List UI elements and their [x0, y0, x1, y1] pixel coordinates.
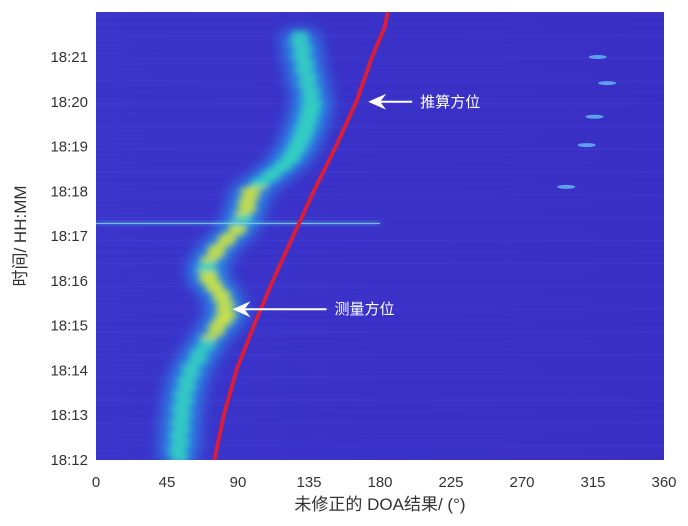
signal-dash [577, 143, 596, 148]
noise-streak [96, 19, 664, 21]
noise-streak [96, 240, 664, 242]
measured-glow-core [167, 31, 323, 460]
signal-dash [585, 114, 604, 119]
noise-streak [96, 247, 664, 249]
noise-streak [96, 407, 664, 409]
noise-streak [96, 118, 664, 120]
noise-streak [96, 148, 664, 150]
noise-streak [96, 369, 664, 371]
noise-streak [96, 12, 664, 14]
measured-point [290, 31, 309, 39]
noise-streak [96, 331, 664, 333]
y-axis-label: 时间/ HH:MM [11, 185, 30, 286]
noise-streak [96, 285, 664, 287]
noise-streak [96, 141, 664, 143]
noise-streak [96, 384, 664, 386]
annotation-label: 测量方位 [335, 301, 395, 318]
x-tick-label: 45 [159, 474, 176, 491]
noise-streak [96, 445, 664, 447]
y-tick-label: 18:18 [50, 183, 88, 200]
noise-streak [96, 171, 664, 173]
x-tick-label: 360 [651, 474, 676, 491]
noise-streak [96, 179, 664, 181]
noise-streak [96, 399, 664, 401]
noise-streak [96, 430, 664, 432]
noise-streak [96, 57, 664, 59]
noise-streak [96, 392, 664, 394]
signal-dash [598, 81, 617, 86]
noise-streak [96, 194, 664, 196]
x-tick-label: 225 [438, 474, 463, 491]
y-tick-label: 18:13 [50, 407, 88, 424]
y-tick-label: 18:12 [50, 452, 88, 469]
x-tick-label: 135 [296, 474, 321, 491]
noise-streak [96, 133, 664, 135]
noise-streak [96, 422, 664, 424]
noise-streak [96, 217, 664, 219]
y-tick-label: 18:17 [50, 228, 88, 245]
noise-streak [96, 156, 664, 158]
noise-streak [96, 232, 664, 234]
signal-dash [588, 55, 607, 59]
noise-streak [96, 308, 664, 310]
y-tick-label: 18:21 [50, 49, 88, 66]
noise-streak [96, 316, 664, 318]
noise-streak [96, 103, 664, 105]
noise-streak [96, 202, 664, 204]
noise-streak [96, 12, 664, 14]
noise-streak [96, 414, 664, 416]
noise-streak [96, 65, 664, 67]
signal-dash [557, 184, 576, 189]
noise-streak [96, 361, 664, 363]
noise-streak [96, 323, 664, 325]
y-tick-label: 18:15 [50, 318, 88, 335]
noise-streak [96, 164, 664, 166]
noise-streak [96, 110, 664, 112]
x-tick-label: 90 [230, 474, 247, 491]
noise-streak [96, 186, 664, 188]
noise-streak [96, 278, 664, 280]
noise-streak [96, 126, 664, 128]
y-tick-label: 18:16 [50, 273, 88, 290]
noise-streak [96, 72, 664, 74]
noise-streak [96, 27, 664, 29]
noise-streak [96, 209, 664, 211]
horizontal-streak-core [96, 222, 380, 225]
noise-streak [96, 95, 664, 97]
noise-streak [96, 262, 664, 264]
noise-streak [96, 452, 664, 454]
y-tick-label: 18:14 [50, 362, 88, 379]
noise-streak [96, 80, 664, 82]
noise-streak [96, 293, 664, 295]
noise-streak [96, 88, 664, 90]
noise-streak [96, 255, 664, 257]
noise-streak [96, 338, 664, 340]
noise-streak [96, 50, 664, 52]
estimated-bearing-line [212, 12, 390, 460]
noise-streak [96, 437, 664, 439]
y-tick-label: 18:19 [50, 139, 88, 156]
noise-streak [96, 376, 664, 378]
y-tick-label: 18:20 [50, 94, 88, 111]
noise-streak [96, 300, 664, 302]
x-tick-label: 270 [509, 474, 534, 491]
noise-streak [96, 224, 664, 226]
noise-streak [96, 346, 664, 348]
x-tick-label: 180 [367, 474, 392, 491]
x-axis-label: 未修正的 DOA结果/ (°) [294, 495, 465, 514]
noise-streak [96, 354, 664, 356]
noise-streak [96, 270, 664, 272]
x-tick-label: 0 [92, 474, 100, 491]
annotation-label: 推算方位 [420, 93, 480, 111]
x-tick-label: 315 [580, 474, 605, 491]
